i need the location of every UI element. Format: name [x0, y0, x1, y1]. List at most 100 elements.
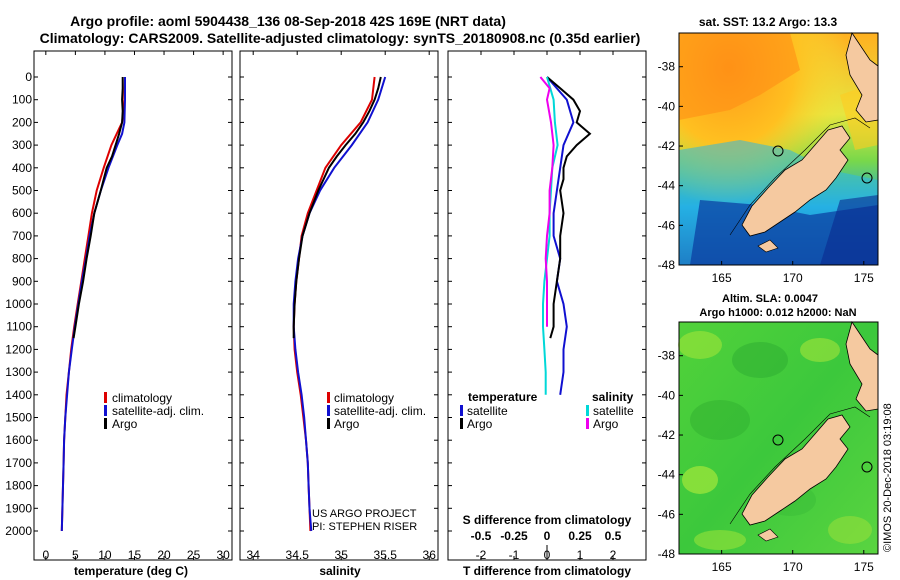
sal-xlabel: salinity [319, 564, 361, 578]
temp-legend-argo: Argo [112, 417, 138, 431]
diff-series-satellite_s [542, 76, 559, 395]
sla-argo-marker [772, 434, 784, 446]
legend-swatch-argo-s [586, 418, 589, 429]
depth-tick-label: 1400 [5, 388, 32, 402]
sla-map-ytick-label: -46 [658, 507, 676, 521]
sst-map-ytick-label: -44 [658, 179, 676, 193]
sst-map-xtick-label: 165 [712, 271, 732, 285]
sla-map-title-1: Altim. SLA: 0.0047 [722, 293, 818, 305]
sla-map-ytick-label: -44 [658, 468, 676, 482]
depth-tick-label: 2000 [5, 524, 32, 538]
sst-argo-marker [772, 145, 784, 157]
temp-xtick-label: 25 [187, 548, 201, 562]
depth-tick-label: 900 [12, 274, 32, 288]
sst-map-ytick-label: -40 [658, 99, 676, 113]
title-line2: Climatology: CARS2009. Satellite-adjuste… [40, 30, 641, 46]
diff-legend: temperature salinity satellite Argo sate… [460, 390, 634, 431]
depth-tick-label: 1600 [5, 433, 32, 447]
sst-map-title: sat. SST: 13.2 Argo: 13.3 [699, 15, 838, 29]
temp-plot-frame [33, 50, 233, 561]
sla-map-ytick-label: -48 [658, 547, 676, 561]
depth-tick-label: 1000 [5, 297, 32, 311]
sal-series-argo [292, 76, 382, 339]
depth-tick-label: 500 [12, 184, 32, 198]
legend-swatch-satellite-s [586, 405, 589, 416]
temp-legend-satellite: satellite-adj. clim. [112, 404, 204, 418]
sst-map-xtick-label: 170 [783, 271, 803, 285]
diff-series-argo [546, 76, 592, 339]
sal-xtick-label: 35.5 [374, 548, 398, 562]
diff-top-tick-label: 0.25 [568, 529, 592, 543]
footer-timestamp: ©IMOS 20-Dec-2018 03:19:08 [882, 403, 894, 552]
sla-map-xtick-label: 170 [783, 560, 803, 574]
depth-tick-label: 1500 [5, 411, 32, 425]
temp-legend-climatology: climatology [112, 391, 172, 405]
diff-legend-salinity-title: salinity [592, 390, 634, 404]
sal-xtick-label: 34 [247, 548, 261, 562]
diff-legend-satellite-s: satellite [593, 404, 634, 418]
diff-legend-argo-s: Argo [593, 417, 619, 431]
sst-north-island [845, 32, 879, 123]
depth-tick-label: 1100 [6, 320, 32, 334]
sal-series-satellite [292, 76, 387, 532]
depth-tick-label: 400 [12, 161, 32, 175]
sal-xtick-label: 35 [335, 548, 349, 562]
diff-xtick-label: 1 [577, 548, 584, 562]
legend-swatch-argo [104, 418, 107, 429]
sal-legend-argo: Argo [334, 417, 360, 431]
temp-legend: climatology satellite-adj. clim. Argo [104, 391, 204, 431]
legend-swatch-argo [327, 418, 330, 429]
temp-xtick-label: 15 [128, 548, 142, 562]
sal-legend: climatology satellite-adj. clim. Argo [327, 391, 426, 431]
temp-xtick-label: 10 [98, 548, 112, 562]
sst-map-xtick-label: 175 [854, 271, 874, 285]
diff-top-tick-label: -0.5 [471, 529, 492, 543]
diff-top-axis-label: S difference from climatology [463, 513, 632, 527]
sla-map-ytick-label: -38 [658, 349, 676, 363]
sla-map [678, 321, 879, 554]
diff-top-tick-label: 0 [544, 529, 551, 543]
sal-annotation-project: US ARGO PROJECT [312, 508, 417, 520]
sla-south-island [741, 414, 851, 526]
diff-legend-temperature-title: temperature [468, 390, 538, 404]
depth-tick-label: 0 [25, 70, 32, 84]
sla-map-xtick-label: 165 [712, 560, 732, 574]
temp-xtick-label: 30 [216, 548, 230, 562]
legend-swatch-satellite [104, 405, 107, 416]
title-line1: Argo profile: aoml 5904438_136 08-Sep-20… [70, 13, 506, 29]
temp-series-argo [72, 77, 124, 339]
diff-xtick-label: 2 [610, 548, 617, 562]
diff-series-argo_s [539, 76, 555, 327]
diff-xtick-label: -2 [476, 548, 487, 562]
depth-tick-label: 700 [12, 229, 32, 243]
diff-xtick-label: -1 [509, 548, 520, 562]
diff-series-satellite [546, 76, 575, 395]
depth-tick-label: 300 [12, 138, 32, 152]
depth-tick-label: 100 [12, 93, 32, 107]
sla-map-ytick-label: -40 [658, 388, 676, 402]
depth-tick-label: 1200 [5, 342, 32, 356]
depth-tick-label: 1300 [5, 365, 32, 379]
legend-swatch-climatology [104, 392, 107, 403]
sal-xtick-label: 36 [423, 548, 437, 562]
sst-map-ytick-label: -48 [658, 258, 676, 272]
sla-map-ytick-label: -42 [658, 428, 676, 442]
temp-xlabel: temperature (deg C) [74, 564, 188, 578]
sal-xtick-label: 34.5 [286, 548, 310, 562]
diff-top-tick-label: 0.5 [605, 529, 622, 543]
sal-annotation-pi: PI: STEPHEN RISER [312, 521, 417, 533]
legend-swatch-argo-t [460, 418, 463, 429]
sst-map-ytick-label: -38 [658, 60, 676, 74]
sal-legend-satellite: satellite-adj. clim. [334, 404, 426, 418]
legend-swatch-satellite-t [460, 405, 463, 416]
sst-south-island [741, 125, 851, 237]
depth-tick-label: 1700 [5, 456, 32, 470]
sla-north-island [845, 321, 879, 412]
legend-swatch-climatology [327, 392, 330, 403]
diff-xlabel: T difference from climatology [463, 564, 631, 578]
temp-xtick-label: 20 [157, 548, 171, 562]
sal-legend-climatology: climatology [334, 391, 394, 405]
sst-map-ytick-label: -46 [658, 218, 676, 232]
sla-map-xtick-label: 175 [854, 560, 874, 574]
